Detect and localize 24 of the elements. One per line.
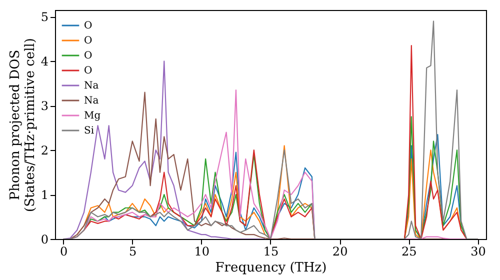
x-tick-label: 15 [263,244,279,258]
y-tick-label: 5 [40,10,48,24]
legend-label: Na [84,80,99,92]
legend-label: O [84,20,92,32]
legend-label: O [84,66,92,76]
x-tick-label: 10 [194,244,210,258]
x-tick-label: 5 [129,244,137,258]
legend-label: Si [84,126,94,136]
y-tick-label: 0 [40,232,48,246]
line-series [62,60,266,239]
x-tick-label: 30 [470,244,486,258]
x-tick-label: 20 [332,244,348,258]
y-tick-label: 4 [40,54,49,69]
legend-label: Na [84,96,99,106]
y-tick-label: 3 [40,99,48,114]
legend-label: O [84,50,92,62]
y-axis-title: Phonon projected DOS (States/THz·primitive cell) [8,38,38,212]
y-tick-label: 1 [40,188,48,202]
x-axis-title: Frequency (THz) [215,260,327,276]
y-tick-label: 2 [40,144,48,158]
legend-label: O [84,36,92,46]
x-tick-label: 25 [402,244,417,258]
legend-label: Mg [84,110,102,122]
x-tick-label: 0 [60,244,68,258]
